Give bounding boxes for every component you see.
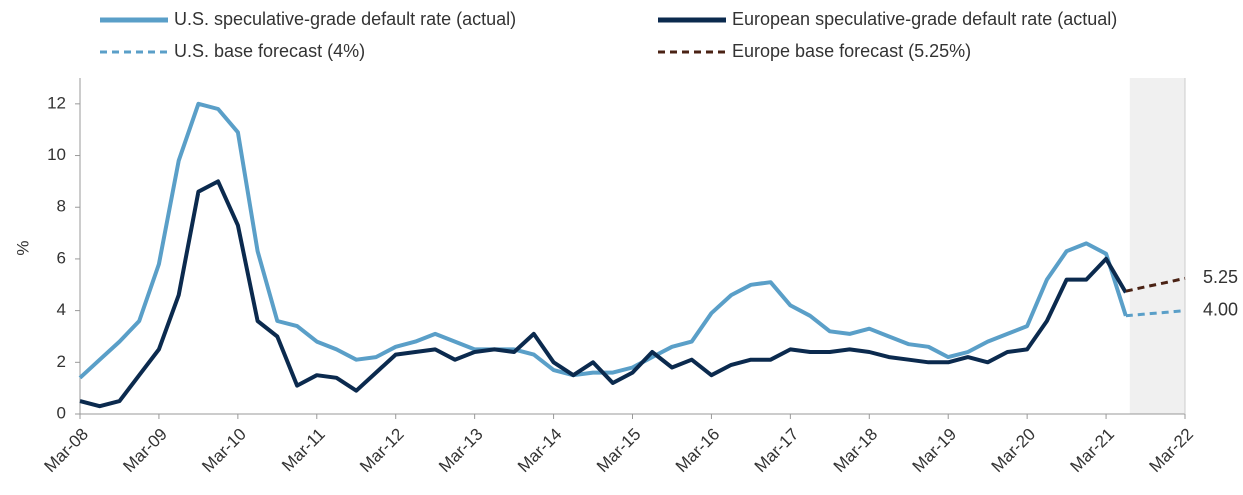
x-tick-label: Mar-16 [672, 425, 724, 477]
x-tick-label: Mar-19 [909, 425, 961, 477]
series-line [1125, 276, 1186, 293]
x-tick-label: Mar-21 [1067, 425, 1119, 477]
x-tick-label: Mar-14 [514, 425, 566, 477]
y-tick-label: 8 [57, 197, 66, 216]
series-line [78, 101, 1128, 380]
x-tick-label: Mar-11 [278, 425, 329, 476]
x-tick-label: Mar-10 [198, 425, 250, 477]
x-tick-label: Mar-18 [830, 425, 882, 477]
x-tick-label: Mar-22 [1145, 425, 1197, 477]
y-axis-label: % [13, 240, 32, 255]
y-tick-label: 0 [57, 403, 66, 422]
y-tick-label: 6 [57, 248, 66, 267]
legend-label: European speculative-grade default rate … [732, 9, 1117, 29]
x-tick-label: Mar-13 [435, 425, 487, 477]
y-tick-label: 12 [47, 93, 66, 112]
legend-label: U.S. base forecast (4%) [174, 41, 365, 61]
value-label: 5.25 [1203, 267, 1238, 287]
x-tick-label: Mar-12 [356, 425, 408, 477]
series-line [1125, 309, 1186, 318]
legend-label: U.S. speculative-grade default rate (act… [174, 9, 516, 29]
x-tick-label: Mar-17 [751, 425, 803, 477]
y-tick-label: 4 [57, 300, 66, 319]
forecast-shade [1129, 78, 1185, 414]
series-line [79, 179, 1128, 409]
y-tick-label: 10 [47, 145, 66, 164]
x-tick-label: Mar-15 [593, 425, 645, 477]
legend-label: Europe base forecast (5.25%) [732, 41, 971, 61]
value-label: 4.00 [1203, 299, 1238, 319]
x-tick-label: Mar-20 [988, 425, 1040, 477]
y-tick-label: 2 [57, 352, 66, 371]
x-tick-label: Mar-09 [119, 425, 171, 477]
x-tick-label: Mar-08 [40, 425, 92, 477]
